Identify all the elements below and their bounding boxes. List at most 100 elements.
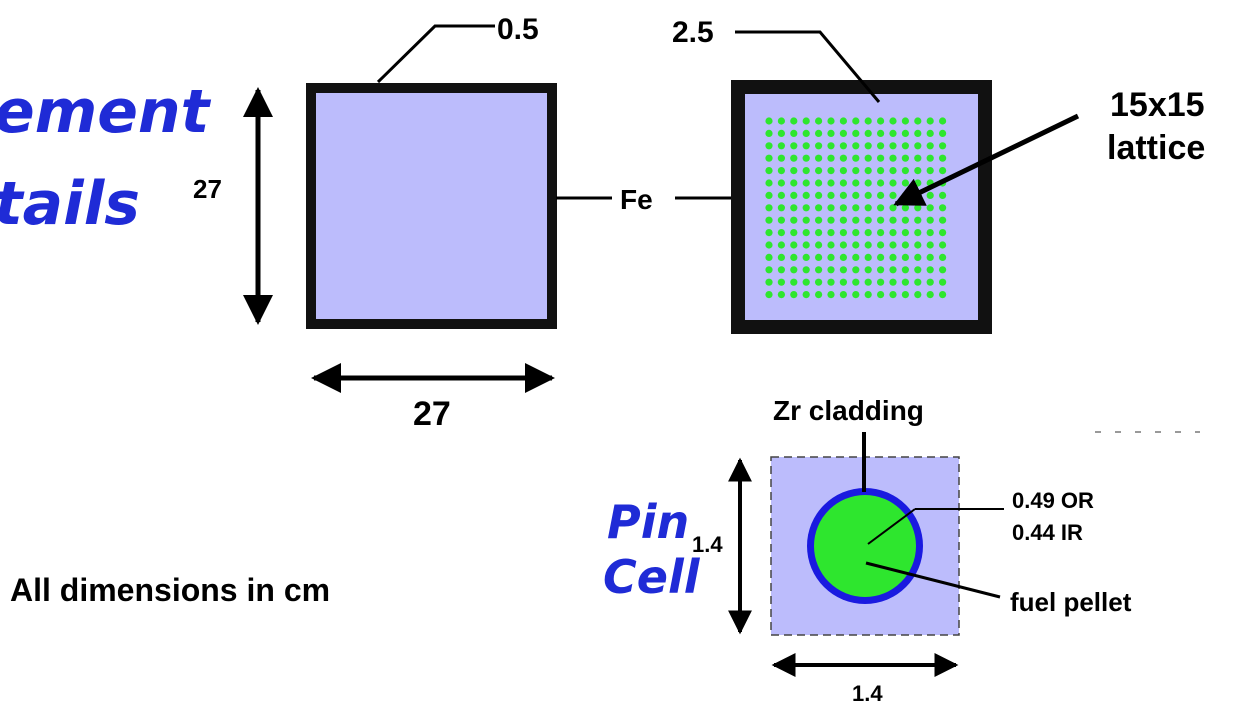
lattice-pin [839,191,848,199]
lattice-pin [802,117,810,125]
lattice-pin [901,167,910,175]
lattice-pin [889,167,897,175]
lattice-pin [926,278,934,286]
thin-wall-leader [376,24,495,84]
lattice-pin [939,216,947,224]
lattice-pin [790,179,798,187]
lattice-pin [827,167,835,175]
lattice-pin [815,129,823,137]
lattice-pin [765,154,773,162]
lattice-pin [827,142,835,150]
lattice-pin [802,179,810,187]
lattice-pin [802,204,810,212]
lattice-pin [889,253,897,261]
lattice-pin [914,129,922,137]
lattice-pin [877,204,885,212]
lattice-pin [827,179,835,187]
lattice-pin [901,253,910,261]
lattice-pin [827,154,835,162]
lattice-pin [815,191,823,199]
lattice-arrow [893,113,1080,207]
lattice-pin [777,191,786,199]
lattice-pin [914,142,922,150]
lattice-pin [790,266,798,274]
lattice-pin [939,167,947,175]
lattice-pin [765,167,773,175]
lattice-pin [877,216,885,224]
lattice-pin [815,266,823,274]
lattice-pin [790,142,798,150]
lattice-pin [939,191,947,199]
lattice-pin [815,142,823,150]
lattice-pin [839,291,848,299]
lattice-pin [864,142,872,150]
lattice-pin [839,179,848,187]
lattice-pin [827,266,835,274]
lattice-pin [901,278,910,286]
lattice-pin [790,216,798,224]
lattice-pin [827,241,835,249]
lattice-pin [777,167,786,175]
lattice-pin [914,253,922,261]
lattice-pin [901,142,910,150]
lattice-pin [877,278,885,286]
lattice-pin [827,216,835,224]
pellet-leader [865,561,1001,599]
lattice-pin [777,142,786,150]
lattice-pin [852,154,860,162]
lattice-pin [839,129,848,137]
lattice-pin [914,278,922,286]
lattice-pin [889,229,897,237]
lattice-pin [777,117,786,125]
lattice-pin [765,179,773,187]
lattice-pin [790,154,798,162]
lattice-pin [852,291,860,299]
lattice-pin [877,167,885,175]
lattice-pin [926,204,934,212]
lattice-pin [852,117,860,125]
lattice-pin [827,191,835,199]
lattice-pin [815,241,823,249]
lattice-pin [926,216,934,224]
lattice-pin [802,229,810,237]
lattice-pin [802,154,810,162]
lattice-pin [852,142,860,150]
lattice-pin [765,129,773,137]
lattice-pin [864,241,872,249]
lattice-pin [815,167,823,175]
lattice-pin [877,129,885,137]
lattice-pin [852,241,860,249]
lattice-pin [914,229,922,237]
lattice-pin [889,117,897,125]
lattice-pin [914,204,922,212]
lattice-pin [839,278,848,286]
lattice-pin [914,167,922,175]
lattice-pin [877,266,885,274]
lattice-pin [790,253,798,261]
lattice-pin [877,154,885,162]
pin-height-label: 1.4 [692,532,723,557]
lattice-pin [790,278,798,286]
lattice-pin [901,117,910,125]
pin-cell-title-line1: Pin [607,495,689,549]
lattice-pin [901,179,910,187]
lattice-pin [889,241,897,249]
lattice-pin [777,179,786,187]
lattice-pin [889,191,897,199]
lattice-pin [877,117,885,125]
lattice-pin [790,167,798,175]
lattice-pin [914,241,922,249]
height-label: 27 [193,174,222,204]
lattice-pin [926,142,934,150]
lattice-pin [914,266,922,274]
pin-lattice [765,117,947,299]
lattice-pin [939,266,947,274]
lattice-pin [889,278,897,286]
thick-wall-leader [735,30,881,103]
lattice-pin [839,229,848,237]
lattice-pin [914,154,922,162]
lattice-pin [877,253,885,261]
lattice-pin [790,191,798,199]
lattice-pin [802,142,810,150]
